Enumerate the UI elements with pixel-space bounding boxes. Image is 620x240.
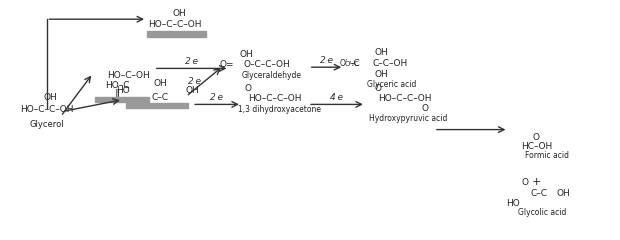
Text: OH: OH	[44, 93, 58, 102]
Text: OH: OH	[186, 86, 200, 95]
Text: Glyceraldehyde: Glyceraldehyde	[242, 71, 301, 80]
Text: O–C–C–OH: O–C–C–OH	[244, 60, 291, 69]
Text: OH: OH	[153, 79, 167, 89]
Text: OH: OH	[173, 9, 187, 18]
Text: Glyceric acid: Glyceric acid	[367, 79, 417, 89]
Text: HO: HO	[116, 86, 130, 95]
Text: O’₁C: O’₁C	[345, 60, 360, 66]
Text: OH: OH	[374, 48, 388, 57]
Text: C–C: C–C	[531, 189, 548, 198]
Text: Formic acid: Formic acid	[525, 151, 569, 161]
Text: +: +	[531, 177, 541, 187]
Text: HO–C–C–OH: HO–C–C–OH	[248, 94, 301, 103]
Text: O: O	[374, 84, 382, 93]
Text: HO–C–C–OH: HO–C–C–OH	[378, 94, 432, 103]
Text: C–C: C–C	[151, 93, 169, 102]
Text: C–C–OH: C–C–OH	[373, 59, 408, 68]
Text: 2 e: 2 e	[320, 56, 333, 65]
Text: O: O	[422, 104, 429, 113]
Text: OH: OH	[556, 189, 570, 198]
Text: OH: OH	[374, 70, 388, 79]
Text: 4 e: 4 e	[330, 93, 343, 102]
Text: 2 e: 2 e	[188, 77, 200, 86]
Text: HO: HO	[506, 199, 520, 208]
Text: HO–C: HO–C	[105, 81, 130, 90]
Text: HO–C–C–OH: HO–C–C–OH	[20, 105, 73, 114]
Text: O’: O’	[340, 59, 348, 68]
Text: O=: O=	[219, 60, 234, 69]
Bar	[126, 103, 188, 108]
Text: 2 e: 2 e	[185, 57, 198, 66]
Text: Hydroxypyruvic acid: Hydroxypyruvic acid	[369, 114, 447, 123]
Text: O: O	[244, 84, 252, 93]
Text: 1,3 dihydroxyacetone: 1,3 dihydroxyacetone	[237, 105, 321, 114]
Bar	[95, 97, 149, 102]
Text: HC–OH: HC–OH	[521, 142, 552, 151]
Text: O: O	[533, 133, 540, 142]
Text: Glycolic acid: Glycolic acid	[518, 208, 567, 217]
Text: Glycerol: Glycerol	[29, 120, 64, 129]
Text: HO–C–C–OH: HO–C–C–OH	[148, 20, 202, 29]
Text: O: O	[521, 178, 529, 187]
Bar	[148, 31, 206, 37]
Text: –C: –C	[349, 59, 360, 68]
Text: 2 e: 2 e	[211, 93, 223, 102]
Text: HO–C–OH: HO–C–OH	[107, 71, 149, 80]
Text: OH: OH	[240, 50, 254, 59]
Text: ‖: ‖	[115, 88, 120, 99]
